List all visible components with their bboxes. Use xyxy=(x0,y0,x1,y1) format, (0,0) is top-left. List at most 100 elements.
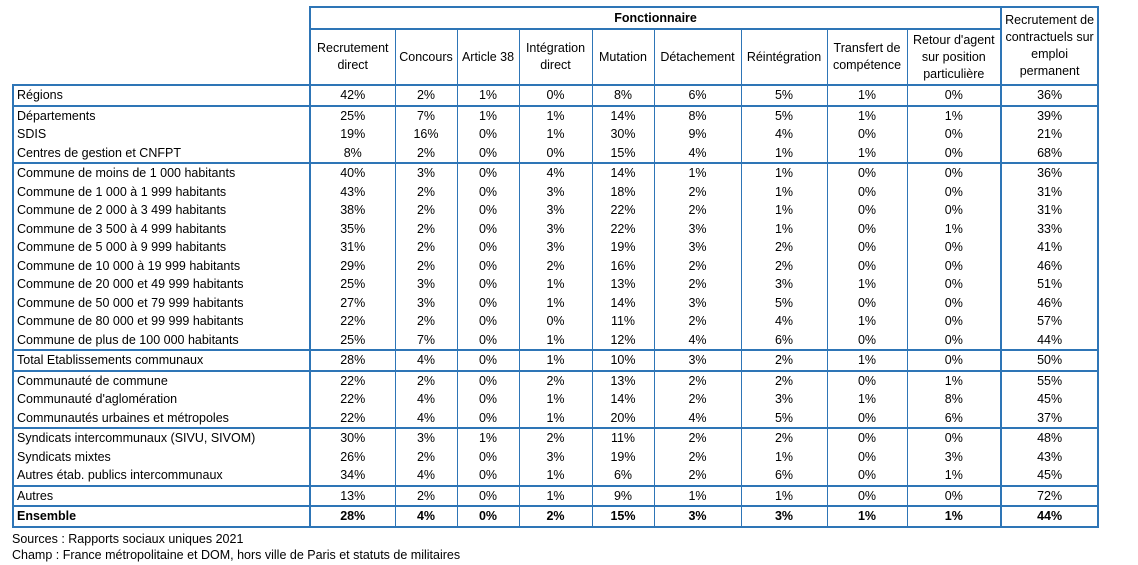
cell-value: 2% xyxy=(740,256,827,275)
cell-value: 0% xyxy=(456,369,519,390)
cell-value: 2% xyxy=(394,369,457,390)
cell-value: 1% xyxy=(906,369,1002,390)
cell-value: 0% xyxy=(826,201,907,220)
cell-value: 25% xyxy=(309,275,395,294)
cell-value: 1% xyxy=(826,104,907,125)
cell-value: 3% xyxy=(653,349,741,371)
table-row: Communauté de commune 22% 2% 0% 2% 13% 2% 2% 0% 1… xyxy=(12,369,1100,390)
cell-value: 15% xyxy=(591,143,654,163)
cell-value: 1% xyxy=(826,143,907,163)
table-row: Autres étab. publics intercommunaux 34% 4%… xyxy=(12,466,1100,486)
cell-value: 0% xyxy=(826,408,907,428)
header-col-1: Concours xyxy=(394,29,457,86)
cell-value: 0% xyxy=(826,256,907,275)
cell-value: 2% xyxy=(653,466,741,486)
cell-value: 50% xyxy=(1000,349,1100,371)
cell-value: 6% xyxy=(591,466,654,486)
cell-value: 0% xyxy=(826,238,907,257)
cell-value: 2% xyxy=(653,447,741,466)
cell-value: 0% xyxy=(456,447,519,466)
cell-value: 22% xyxy=(309,390,395,409)
cell-value: 22% xyxy=(591,219,654,238)
row-label: Total Etablissements communaux xyxy=(12,349,310,371)
header-col-3: Intégration direct xyxy=(518,29,592,86)
cell-value: 48% xyxy=(1000,427,1100,448)
cell-value: 31% xyxy=(309,238,395,257)
cell-value: 3% xyxy=(518,447,592,466)
cell-value: 0% xyxy=(456,349,519,371)
table-row: Communauté d'aglomération 22% 4% 0% 1% 14% 2% 3… xyxy=(12,390,1100,409)
cell-value: 0% xyxy=(456,162,519,183)
cell-value: 0% xyxy=(456,238,519,257)
cell-value: 1% xyxy=(740,182,827,201)
cell-value: 0% xyxy=(906,85,1002,106)
cell-value: 1% xyxy=(653,162,741,183)
cell-value: 2% xyxy=(740,427,827,448)
cell-value: 5% xyxy=(740,85,827,106)
cell-value: 26% xyxy=(309,447,395,466)
cell-value: 0% xyxy=(456,143,519,163)
cell-value: 0% xyxy=(518,85,592,106)
cell-value: 0% xyxy=(906,238,1002,257)
cell-value: 3% xyxy=(518,238,592,257)
cell-value: 1% xyxy=(740,143,827,163)
cell-value: 72% xyxy=(1000,484,1100,506)
cell-value: 1% xyxy=(518,390,592,409)
cell-value: 1% xyxy=(740,484,827,506)
cell-value: 15% xyxy=(591,505,654,528)
cell-value: 3% xyxy=(740,275,827,294)
cell-value: 41% xyxy=(1000,238,1100,257)
cell-value: 29% xyxy=(309,256,395,275)
cell-value: 46% xyxy=(1000,293,1100,312)
cell-value: 22% xyxy=(591,201,654,220)
cell-value: 4% xyxy=(653,408,741,428)
cell-value: 2% xyxy=(740,238,827,257)
cell-value: 7% xyxy=(394,330,457,350)
cell-value: 1% xyxy=(906,219,1002,238)
cell-value: 3% xyxy=(653,219,741,238)
cell-value: 0% xyxy=(906,312,1002,331)
row-label: Régions xyxy=(12,85,310,106)
table-row: Ensemble 28% 4% 0% 2% 15% 3% 3% 1% 1% 44% xyxy=(12,505,1100,528)
recruitment-table: Fonctionnaire Recrutement de contractuel… xyxy=(12,6,1100,528)
cell-value: 0% xyxy=(826,330,907,350)
cell-value: 7% xyxy=(394,104,457,125)
cell-value: 11% xyxy=(591,312,654,331)
cell-value: 6% xyxy=(653,85,741,106)
cell-value: 3% xyxy=(518,182,592,201)
table-row: Commune de 10 000 à 19 999 habitants 29% 2… xyxy=(12,256,1100,275)
cell-value: 4% xyxy=(394,408,457,428)
table-row: Commune de 2 000 à 3 499 habitants 38% 2% 0… xyxy=(12,201,1100,220)
cell-value: 1% xyxy=(906,505,1002,528)
cell-value: 0% xyxy=(456,505,519,528)
header-col-7: Transfert de compétence xyxy=(826,29,907,86)
cell-value: 30% xyxy=(591,125,654,144)
cell-value: 34% xyxy=(309,466,395,486)
cell-value: 36% xyxy=(1000,162,1100,183)
cell-value: 4% xyxy=(394,505,457,528)
cell-value: 0% xyxy=(826,484,907,506)
cell-value: 0% xyxy=(456,219,519,238)
cell-value: 4% xyxy=(394,349,457,371)
cell-value: 2% xyxy=(740,369,827,390)
cell-value: 13% xyxy=(591,369,654,390)
cell-value: 2% xyxy=(394,256,457,275)
table-row: Commune de 1 000 à 1 999 habitants 43% 2% 0… xyxy=(12,182,1100,201)
cell-value: 3% xyxy=(394,275,457,294)
cell-value: 3% xyxy=(394,293,457,312)
cell-value: 2% xyxy=(653,275,741,294)
cell-value: 14% xyxy=(591,104,654,125)
cell-value: 3% xyxy=(740,505,827,528)
cell-value: 55% xyxy=(1000,369,1100,390)
cell-value: 42% xyxy=(309,85,395,106)
row-label: Commune de 80 000 et 99 999 habitants xyxy=(12,312,310,331)
cell-value: 1% xyxy=(826,349,907,371)
cell-value: 11% xyxy=(591,427,654,448)
cell-value: 37% xyxy=(1000,408,1100,428)
header-col-2: Article 38 xyxy=(456,29,519,86)
row-label: Commune de 3 500 à 4 999 habitants xyxy=(12,219,310,238)
cell-value: 2% xyxy=(653,201,741,220)
cell-value: 44% xyxy=(1000,505,1100,528)
table-row: Autres 13% 2% 0% 1% 9% 1% 1% 0% 0% 72% xyxy=(12,484,1100,506)
cell-value: 0% xyxy=(826,447,907,466)
